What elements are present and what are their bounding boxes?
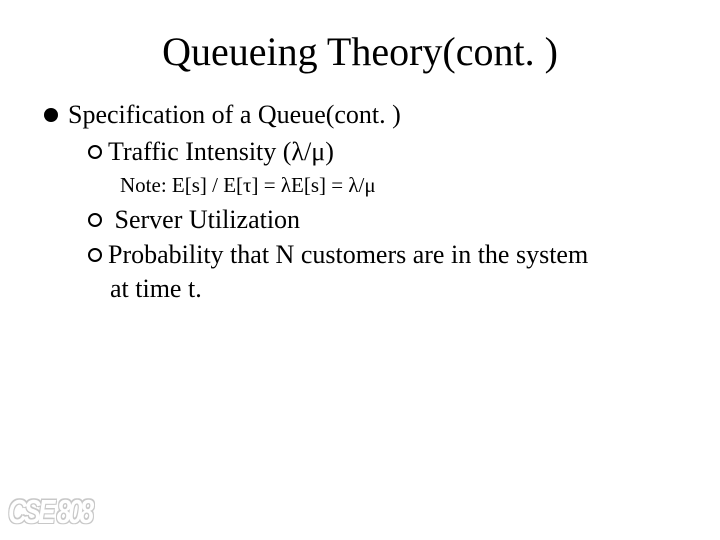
slide-body: Specification of a Queue(cont. ) Traffic…	[40, 99, 680, 306]
circle-bullet-icon	[88, 145, 102, 159]
slide: Queueing Theory(cont. ) Specification of…	[0, 0, 720, 540]
spec-text: Specification of a Queue(cont. )	[68, 100, 401, 129]
bullet-traffic: Traffic Intensity (λ/μ)	[88, 136, 680, 169]
bullet-probability: Probability that N customers are in the …	[88, 239, 680, 272]
note-text: Note: E[s] / E[τ] = λE[s] = λ/μ	[120, 173, 376, 197]
prob-text-1: Probability that N customers are in the …	[108, 240, 588, 269]
disc-bullet-icon	[44, 108, 58, 122]
note-line: Note: E[s] / E[τ] = λE[s] = λ/μ	[120, 172, 680, 198]
circle-bullet-icon	[88, 248, 102, 262]
slide-title: Queueing Theory(cont. )	[40, 28, 680, 75]
prob-text-2: at time t.	[110, 274, 202, 303]
traffic-text: Traffic Intensity (λ/μ)	[108, 137, 334, 166]
circle-bullet-icon	[88, 213, 102, 227]
bullet-server-util: Server Utilization	[88, 204, 680, 237]
footer-label: CSE 808	[8, 492, 91, 532]
bullet-probability-cont: at time t.	[110, 273, 680, 306]
server-util-text: Server Utilization	[108, 205, 300, 234]
bullet-spec: Specification of a Queue(cont. )	[44, 99, 680, 132]
